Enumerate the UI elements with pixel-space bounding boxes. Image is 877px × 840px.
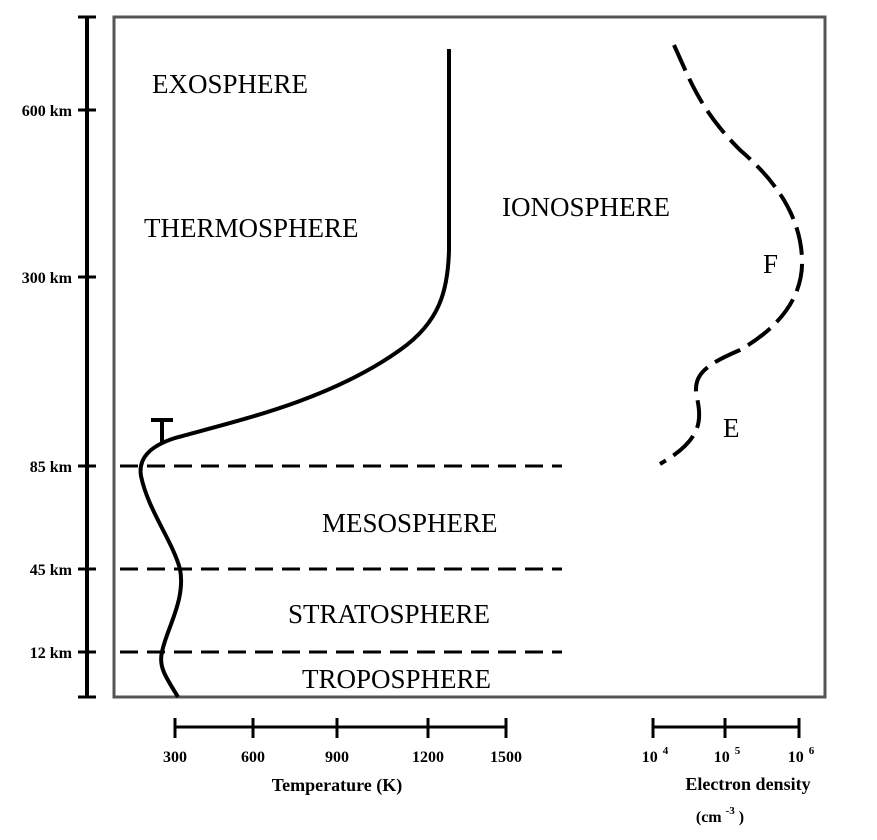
diagram-frame [112,15,827,699]
altitude-label-300: 300 km [22,270,73,287]
temperature-tick-300: 300 [163,749,187,766]
density-tick-1e6: 10 6 [788,745,815,766]
e-region-label: E [723,413,740,443]
troposphere-label: TROPOSPHERE [302,664,491,694]
ionosphere-label: IONOSPHERE [502,192,670,222]
temperature-profile-curve [138,49,451,699]
exosphere-label: EXOSPHERE [152,69,308,99]
density-tick-1e5: 10 5 [714,745,741,766]
altitude-label-600: 600 km [22,103,73,120]
temperature-tick-900: 900 [325,749,349,766]
mesosphere-label: MESOSPHERE [322,508,498,538]
electron-density-unit: (cm -3) [696,805,744,826]
temperature-tick-600: 600 [241,749,265,766]
thermosphere-label: THERMOSPHERE [144,213,359,243]
mesopause-marker [151,418,173,442]
temperature-axis [173,718,508,738]
temperature-tick-1500: 1500 [490,749,522,766]
layer-boundaries [120,464,562,654]
altitude-label-45: 45 km [30,562,73,579]
electron-density-curve [659,44,805,466]
electron-density-axis-title: Electron density [685,774,810,794]
altitude-label-85: 85 km [30,459,73,476]
f-region-label: F [763,249,778,279]
altitude-label-12: 12 km [30,645,73,662]
temperature-axis-title: Temperature (K) [272,775,402,796]
altitude-axis: 600 km 300 km 85 km 45 km 12 km [22,15,96,699]
density-tick-1e4: 10 4 [642,745,669,766]
electron-density-axis [651,718,801,738]
stratosphere-label: STRATOSPHERE [288,599,490,629]
temperature-tick-1200: 1200 [412,749,444,766]
